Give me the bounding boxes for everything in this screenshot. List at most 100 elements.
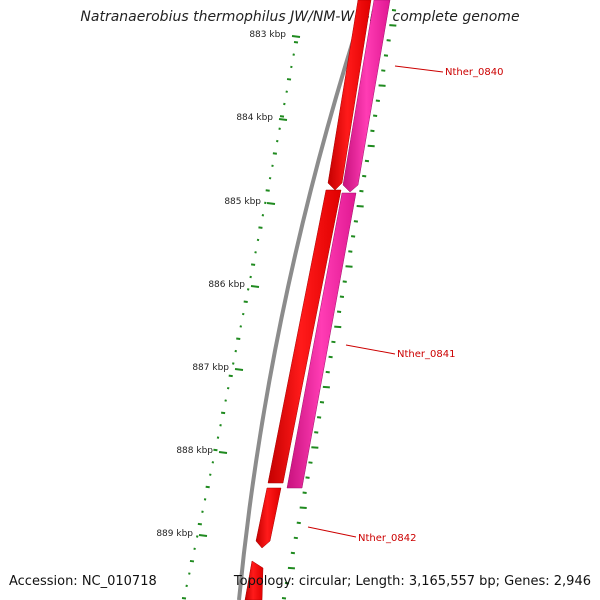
label-leader-nther-0841	[345, 344, 396, 355]
gc-skew-mark	[193, 547, 196, 551]
gc-skew-mark	[331, 340, 336, 344]
scale-tick	[250, 285, 260, 288]
gc-skew-inner-track	[181, 41, 299, 600]
scale-track: 883 kbp 884 kbp 885 kbp 886 kbp 887 kbp 888 k…	[156, 30, 301, 539]
gc-skew-mark	[305, 476, 310, 479]
gc-skew-mark	[356, 205, 364, 208]
gc-skew-outer-track	[281, 9, 397, 600]
gc-skew-mark	[211, 461, 215, 464]
gc-skew-mark	[279, 115, 285, 118]
label-leader-nther-0842	[307, 526, 357, 538]
gc-skew-mark	[311, 446, 319, 449]
topology-label: Topology: circular; Length: 3,165,557 bp…	[233, 574, 591, 589]
scale-tick	[291, 35, 301, 38]
gc-skew-mark	[264, 201, 267, 205]
scale-label: 888 kbp	[176, 446, 213, 456]
gc-skew-mark	[219, 424, 222, 427]
gc-skew-mark	[284, 581, 290, 585]
gc-skew-mark	[185, 584, 188, 588]
gc-skew-mark	[314, 431, 319, 434]
map-title: Natranaerobius thermophilus JW/NM-WN-LF,…	[80, 9, 520, 25]
gc-skew-mark	[353, 220, 359, 223]
scale-label: 885 kbp	[224, 197, 261, 207]
gc-skew-mark	[342, 280, 347, 283]
gc-skew-mark	[250, 263, 256, 266]
accession-label: Accession: NC_010718	[9, 574, 157, 589]
gc-skew-mark	[339, 295, 345, 298]
gene-label-nther-0842[interactable]: Nther_0842	[358, 533, 416, 544]
gc-skew-mark	[290, 551, 296, 555]
gc-skew-mark	[242, 312, 245, 316]
gc-skew-mark	[203, 498, 207, 501]
gc-skew-mark	[254, 251, 257, 254]
gc-skew-mark	[236, 337, 241, 341]
gene-nther-0840-plus[interactable]	[342, 0, 391, 193]
gene-nther-0843-minus[interactable]	[244, 560, 264, 600]
gc-skew-mark	[386, 39, 391, 42]
gc-skew-mark	[362, 174, 367, 178]
gc-skew-mark	[319, 401, 325, 404]
gc-skew-mark	[383, 54, 389, 57]
gc-skew-mark	[278, 127, 281, 130]
gc-skew-mark	[234, 349, 237, 353]
gc-skew-mark	[243, 300, 248, 303]
gene-nther-0840-minus[interactable]	[327, 0, 372, 191]
gc-skew-mark	[389, 24, 397, 27]
gc-skew-mark	[391, 9, 397, 12]
scale-label: 889 kbp	[156, 529, 193, 539]
scale-label: 883 kbp	[249, 30, 286, 40]
gc-skew-mark	[272, 152, 278, 155]
gc-skew-mark	[296, 521, 301, 525]
gene-nther-0842-minus[interactable]	[255, 487, 282, 549]
gc-skew-mark	[226, 386, 230, 390]
gc-skew-mark	[322, 385, 330, 389]
gene-label-nther-0841[interactable]: Nther_0841	[397, 349, 455, 360]
gc-skew-mark	[209, 473, 212, 476]
gc-skew-mark	[271, 164, 274, 168]
gc-skew-mark	[258, 226, 263, 229]
gc-skew-mark	[268, 176, 272, 180]
gc-skew-mark	[188, 572, 191, 575]
genome-backbone	[237, 0, 368, 600]
gc-skew-mark	[345, 265, 353, 268]
scale-tick	[278, 118, 288, 121]
scale-tick	[218, 451, 228, 454]
gc-skew-mark	[292, 53, 295, 56]
gc-skew-mark	[213, 448, 218, 452]
scale-tick	[198, 534, 208, 537]
gc-skew-mark	[293, 536, 298, 540]
gc-skew-mark	[239, 325, 242, 328]
gc-skew-mark	[290, 65, 293, 69]
gene-nther-0841-plus[interactable]	[286, 192, 357, 489]
gc-skew-mark	[283, 102, 286, 106]
gc-skew-mark	[281, 597, 287, 600]
scale-label: 887 kbp	[192, 363, 229, 373]
gc-skew-mark	[286, 78, 292, 81]
gc-skew-mark	[381, 69, 386, 72]
gc-skew-mark	[325, 370, 330, 374]
gc-skew-mark	[224, 399, 227, 402]
gc-skew-mark	[348, 250, 353, 253]
gc-skew-mark	[256, 238, 260, 242]
scale-tick	[234, 368, 244, 371]
gc-skew-mark	[231, 362, 235, 365]
gc-skew-mark	[302, 491, 307, 494]
label-leader-nther-0840	[394, 65, 444, 73]
gc-skew-mark	[375, 99, 380, 102]
gc-skew-mark	[334, 325, 342, 329]
gc-skew-mark	[201, 510, 204, 513]
gc-skew-mark	[246, 288, 250, 291]
gc-skew-mark	[336, 310, 342, 314]
gc-skew-mark	[373, 114, 378, 118]
gc-skew-mark	[261, 214, 265, 217]
gc-skew-mark	[287, 566, 296, 570]
gc-skew-mark	[364, 159, 370, 163]
gc-skew-mark	[220, 411, 226, 415]
gc-skew-mark	[359, 189, 364, 193]
gc-skew-mark	[317, 416, 322, 419]
gc-skew-mark	[299, 506, 307, 510]
gc-skew-mark	[378, 84, 386, 87]
gene-label-nther-0840[interactable]: Nther_0840	[445, 67, 503, 78]
gene-nther-0841-minus[interactable]	[267, 189, 342, 484]
